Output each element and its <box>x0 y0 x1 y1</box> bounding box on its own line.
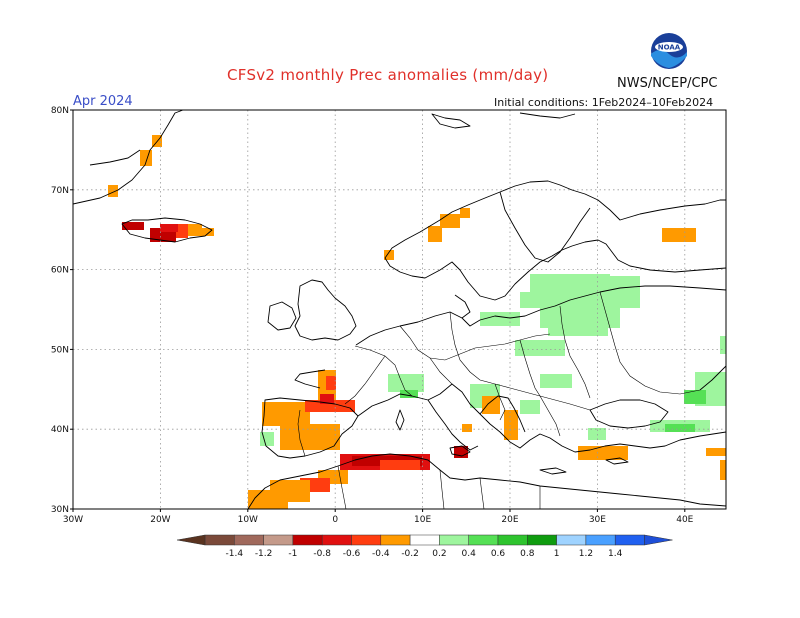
latitude-labels: 80N 70N 60N 50N 40N 30N <box>51 106 73 515</box>
anomaly-cell <box>720 336 726 354</box>
anomaly-cell <box>684 390 706 404</box>
colorbar-segment <box>527 534 557 546</box>
colorbar-segment <box>468 534 499 546</box>
colorbar-label: 1.4 <box>608 549 623 559</box>
anomaly-cell <box>176 224 188 238</box>
anomaly-cell <box>665 424 695 432</box>
anomaly-cell <box>122 222 144 230</box>
anomaly-cell <box>520 292 640 308</box>
anomaly-cell <box>380 460 420 470</box>
lon-tick-label: 20E <box>501 515 518 525</box>
lat-tick-label: 30N <box>51 505 69 515</box>
colorbar-label: 0.4 <box>462 549 477 559</box>
anomaly-cell <box>260 432 274 446</box>
lon-tick-label: 0 <box>332 515 338 525</box>
anomaly-cell <box>400 390 418 398</box>
colorbar-high-arrow <box>644 534 673 546</box>
anomaly-cell <box>305 400 355 412</box>
anomaly-cell <box>662 228 696 242</box>
anomaly-cell <box>462 424 472 432</box>
anomaly-cell <box>326 376 336 390</box>
anomaly-cell <box>140 150 152 166</box>
colorbar-segment <box>380 534 411 546</box>
colorbar-segment <box>321 534 352 546</box>
coastlines <box>72 109 727 510</box>
anomaly-cell <box>540 308 620 328</box>
anomaly-cell <box>520 400 540 414</box>
lon-tick-label: 20W <box>150 515 170 525</box>
colorbar-low-arrow <box>176 534 206 546</box>
colorbar-label: 1.2 <box>579 549 593 559</box>
anomaly-cell <box>540 374 572 388</box>
colorbar-segment <box>292 534 323 546</box>
colorbar-segment <box>351 534 382 546</box>
colorbar-label: 1 <box>554 549 560 559</box>
colorbar-label: -1.4 <box>226 549 244 559</box>
lon-tick-label: 10W <box>238 515 258 525</box>
colorbar-label: 0.8 <box>520 549 535 559</box>
colorbar-segment <box>439 534 469 546</box>
agency-label: NWS/NCEP/CPC <box>617 76 718 91</box>
anomaly-cell <box>200 228 214 236</box>
noaa-logo-icon: NOAA <box>651 33 687 69</box>
anomaly-cell <box>280 424 340 450</box>
colorbar-segment <box>409 534 440 546</box>
anomaly-cell <box>482 396 500 414</box>
anomaly-cell <box>262 402 310 426</box>
colorbar-label: 0.2 <box>432 549 446 559</box>
anomaly-cell <box>548 326 608 336</box>
lon-tick-label: 40E <box>676 515 693 525</box>
forecast-month: Apr 2024 <box>73 94 133 109</box>
colorbar-label: -0.8 <box>313 549 331 559</box>
colorbar-label: -1.2 <box>255 549 273 559</box>
logo-text: NOAA <box>658 44 681 52</box>
lat-lon-grid <box>73 110 726 509</box>
anomaly-cell <box>515 340 565 356</box>
lat-tick-label: 60N <box>51 266 69 276</box>
anomaly-cell <box>320 394 334 404</box>
lat-tick-label: 70N <box>51 186 69 196</box>
lat-tick-label: 40N <box>51 425 69 435</box>
colorbar-label: 0.6 <box>491 549 506 559</box>
colorbar-segment <box>585 534 616 546</box>
anomaly-cell <box>706 448 726 456</box>
anomaly-cell <box>388 374 424 392</box>
colorbar-segment <box>497 534 528 546</box>
anomaly-cell <box>590 276 640 292</box>
anomaly-cell <box>440 214 460 228</box>
lon-tick-label: 30E <box>589 515 606 525</box>
colorbar-segment <box>556 534 587 546</box>
lon-tick-label: 30W <box>63 515 83 525</box>
colorbar-label: -0.4 <box>372 549 390 559</box>
anomaly-cell <box>720 460 726 480</box>
country-borders <box>297 291 701 510</box>
colorbar-label: -0.6 <box>343 549 361 559</box>
anomaly-cell <box>384 250 394 260</box>
anomaly-cell <box>428 226 442 242</box>
anomaly-shading <box>108 135 726 509</box>
lat-tick-label: 80N <box>51 106 69 116</box>
anomaly-cell <box>504 410 518 440</box>
colorbar-segment <box>234 534 264 546</box>
initial-conditions: Initial conditions: 1Feb2024–10Feb2024 <box>494 96 714 109</box>
anomaly-cell <box>188 224 202 236</box>
anomaly-cell <box>160 224 178 232</box>
colorbar-segment <box>263 534 294 546</box>
colorbar-segment <box>614 534 645 546</box>
colorbar: -1.4 -1.2 -1 -0.8 -0.6 -0.4 -0.2 0.2 0.4 0.6 0.8 1 1… <box>176 534 673 559</box>
colorbar-label: -1 <box>288 549 297 559</box>
longitude-labels: 30W 20W 10W 0 10E 20E 30E 40E <box>63 509 694 525</box>
lon-tick-label: 10E <box>414 515 431 525</box>
lat-tick-label: 50N <box>51 345 69 355</box>
colorbar-label: -0.2 <box>401 549 419 559</box>
anomaly-cell <box>108 185 118 197</box>
map-title: CFSv2 monthly Prec anomalies (mm/day) <box>227 66 549 84</box>
anomaly-cell <box>460 208 470 218</box>
anomaly-cell <box>480 312 520 326</box>
colorbar-segment <box>204 534 235 546</box>
